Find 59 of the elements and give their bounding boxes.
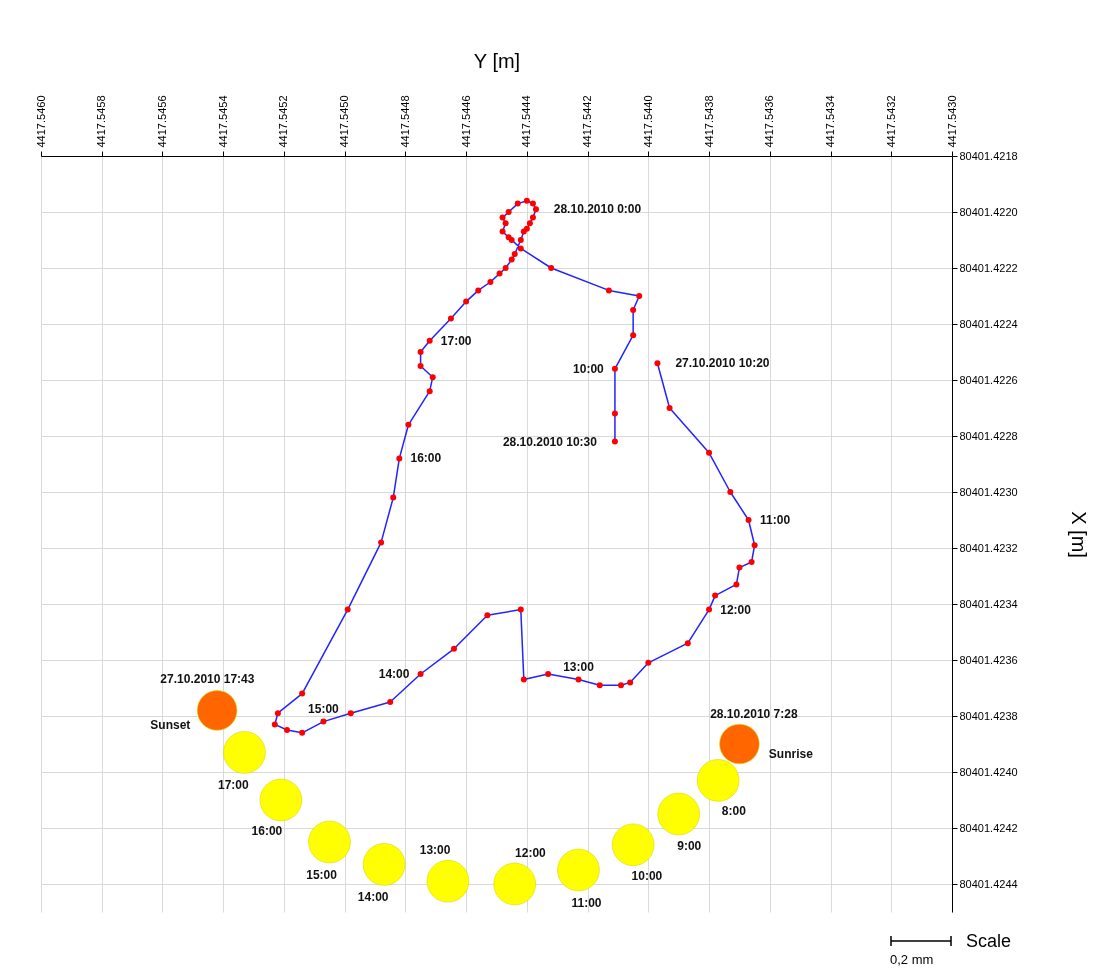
- annotation: 27.10.2010 17:43: [160, 672, 255, 687]
- y-tick-label: 80401.4240: [959, 765, 1018, 778]
- annotation: 14:00: [357, 889, 389, 904]
- annotation: 16:00: [410, 451, 442, 466]
- x-tick-label: 4417.5438: [702, 95, 715, 148]
- x-tick-label: 4417.5456: [155, 95, 168, 148]
- y-tick-label: 80401.4218: [959, 149, 1018, 162]
- x-tick-label: 4417.5436: [763, 95, 776, 148]
- x-tick-label: 4417.5458: [95, 95, 108, 148]
- annotation: 12:00: [515, 846, 547, 861]
- annotation: 15:00: [308, 701, 340, 716]
- annotation: 10:00: [631, 869, 663, 884]
- annotation: Sunset: [150, 717, 191, 732]
- y-tick-label: 80401.4226: [959, 373, 1018, 386]
- text: 0,2 mm: [890, 952, 934, 967]
- annotation: 12:00: [720, 602, 752, 617]
- y-tick-label: 80401.4238: [959, 709, 1018, 722]
- y-tick-label: 80401.4244: [959, 877, 1018, 890]
- y-tick-label: 80401.4224: [959, 317, 1018, 330]
- annotation: 13:00: [419, 842, 451, 857]
- annotation: 11:00: [571, 895, 602, 910]
- y-tick-label: 80401.4242: [959, 821, 1018, 834]
- x-tick-label: 4417.5444: [520, 95, 533, 148]
- y-tick-label: 80401.4232: [959, 541, 1018, 554]
- x-tick-label: 4417.5454: [216, 95, 229, 148]
- x-tick-label: 4417.5430: [945, 95, 958, 148]
- y-tick-label: 80401.4228: [959, 429, 1018, 442]
- x-tick-label: 4417.5448: [398, 95, 411, 148]
- annotation: 28.10.2010 0:00: [553, 202, 642, 217]
- x-axis-title: Y [m]: [473, 49, 521, 72]
- annotation: 28.10.2010 7:28: [710, 707, 798, 722]
- y-axis-title: X [m]: [1067, 511, 1090, 558]
- x-tick-label: 4417.5442: [581, 95, 594, 148]
- x-tick-label: 4417.5446: [459, 95, 472, 148]
- annotation: 10:00: [573, 361, 605, 376]
- annotation: 27.10.2010 10:20: [675, 356, 770, 371]
- annotation: 17:00: [440, 333, 472, 348]
- x-tick-label: 4417.5432: [884, 95, 897, 148]
- annotation: Sunrise: [768, 746, 814, 761]
- x-tick-label: 4417.5460: [34, 95, 47, 148]
- x-tick-label: 4417.5452: [277, 95, 290, 148]
- y-tick-label: 80401.4222: [959, 261, 1018, 274]
- y-tick-label: 80401.4234: [959, 597, 1018, 610]
- text: Scale: [966, 931, 1012, 952]
- y-tick-label: 80401.4236: [959, 653, 1018, 666]
- annotation: 15:00: [306, 867, 338, 882]
- annotation: 8:00: [721, 804, 747, 819]
- annotation: 14:00: [378, 667, 410, 681]
- x-tick-label: 4417.5434: [824, 95, 837, 148]
- x-tick-label: 4417.5440: [641, 95, 654, 148]
- annotation: 11:00: [760, 513, 791, 527]
- annotation: 9:00: [677, 839, 702, 854]
- annotation: 13:00: [563, 659, 595, 674]
- x-tick-label: 4417.5450: [338, 95, 351, 148]
- annotation: 16:00: [251, 824, 283, 839]
- annotation: 17:00: [217, 777, 249, 792]
- annotation: 28.10.2010 10:30: [502, 434, 598, 449]
- y-tick-label: 80401.4220: [959, 205, 1018, 218]
- y-tick-label: 80401.4230: [959, 485, 1018, 498]
